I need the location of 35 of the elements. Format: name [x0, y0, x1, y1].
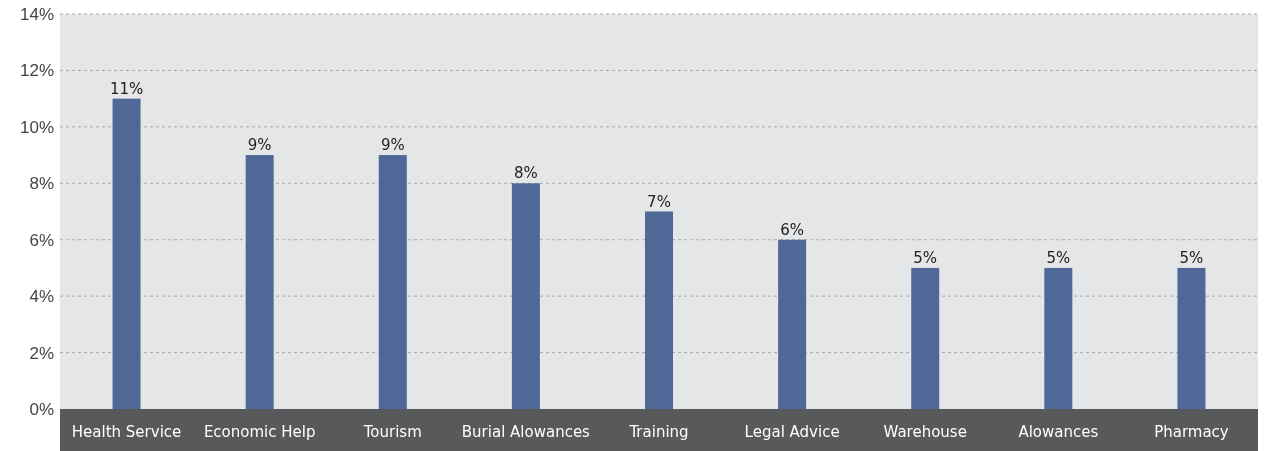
- bar: [778, 239, 807, 409]
- data-label: 11%: [109, 79, 144, 98]
- bar: [378, 155, 407, 409]
- data-label: 5%: [1046, 248, 1071, 267]
- x-tick-label: Burial Alowances: [461, 423, 591, 441]
- y-tick-label: 6%: [29, 230, 54, 250]
- data-label: 5%: [913, 248, 938, 267]
- bar: [245, 155, 274, 409]
- bar: [911, 267, 940, 409]
- bar: [511, 183, 540, 409]
- y-tick-label: 0%: [29, 399, 54, 419]
- data-label: 9%: [380, 136, 405, 155]
- x-tick-label: Legal Advice: [744, 423, 840, 441]
- x-tick-label: Warehouse: [883, 423, 967, 441]
- data-label: 8%: [513, 164, 538, 183]
- y-tick-label: 4%: [29, 287, 54, 307]
- bar: [645, 211, 673, 409]
- y-tick-label: 2%: [29, 343, 54, 363]
- bar: [1044, 267, 1073, 409]
- data-label: 9%: [247, 136, 272, 155]
- x-tick-label: Alowances: [1018, 423, 1099, 441]
- x-tick-label: Health Service: [71, 423, 182, 441]
- data-label: 6%: [780, 220, 805, 239]
- bar: [112, 98, 141, 409]
- x-tick-label: Pharmacy: [1154, 423, 1229, 441]
- y-tick-label: 12%: [19, 61, 54, 81]
- x-tick-label: Training: [628, 423, 689, 441]
- y-tick-label: 8%: [29, 174, 54, 194]
- x-tick-label: Tourism: [362, 423, 422, 441]
- x-tick-label: Economic Help: [203, 423, 316, 441]
- y-tick-label: 14%: [19, 4, 54, 24]
- data-label: 5%: [1179, 248, 1204, 267]
- data-label: 7%: [647, 192, 671, 211]
- y-tick-label: 10%: [19, 117, 54, 137]
- bar: [1177, 267, 1206, 409]
